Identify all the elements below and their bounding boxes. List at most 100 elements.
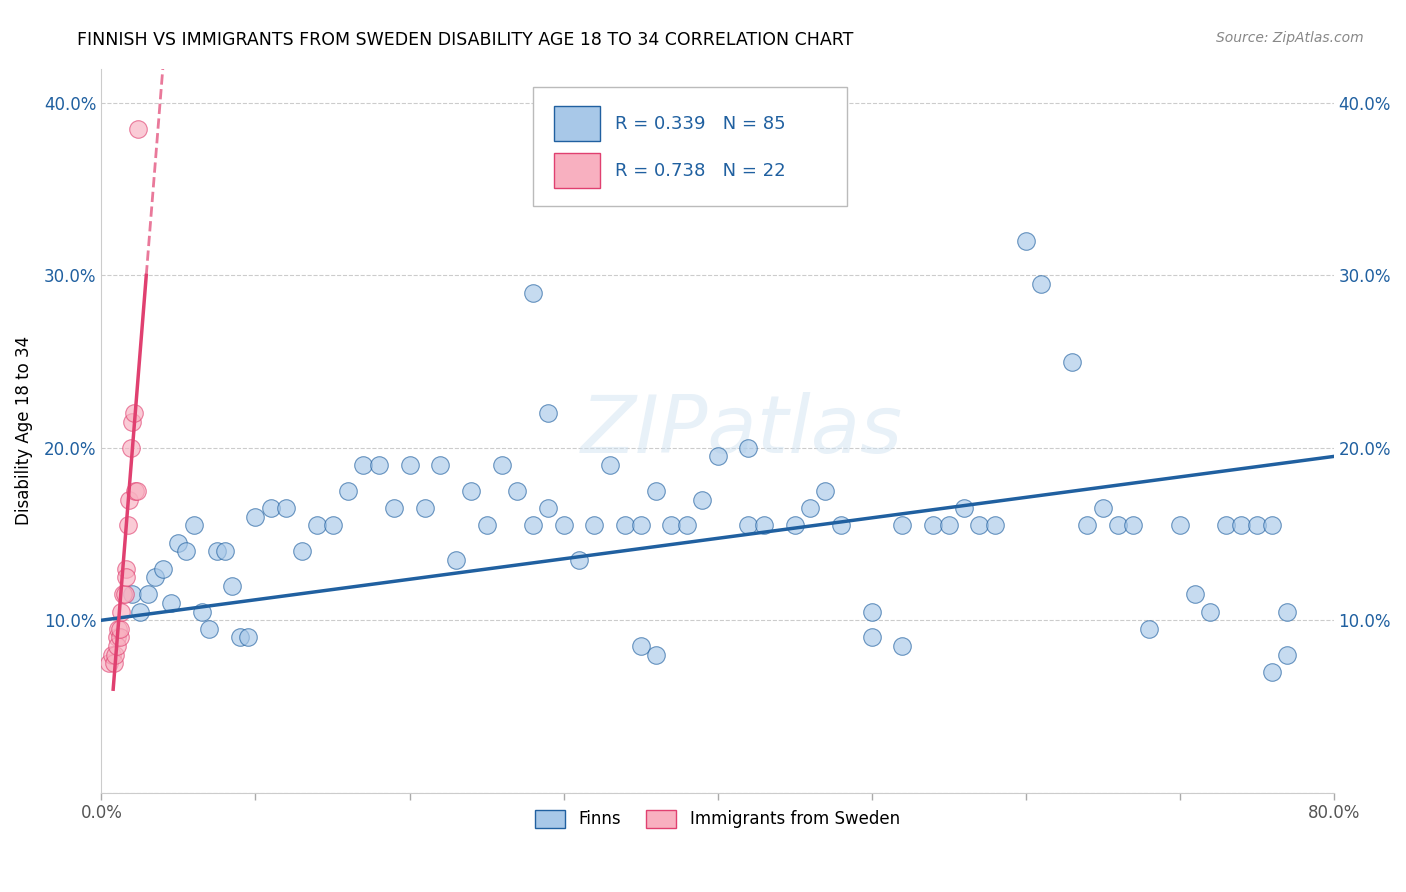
Point — [491, 458, 513, 472]
Point — [336, 483, 359, 498]
Point — [1122, 518, 1144, 533]
Point — [1060, 354, 1083, 368]
Point — [1277, 605, 1299, 619]
Point — [183, 518, 205, 533]
Point — [830, 518, 852, 533]
Point — [120, 441, 142, 455]
Point — [1091, 501, 1114, 516]
Point — [568, 553, 591, 567]
Point — [236, 631, 259, 645]
Point — [205, 544, 228, 558]
Text: R = 0.738   N = 22: R = 0.738 N = 22 — [616, 161, 786, 179]
Point — [1014, 234, 1036, 248]
Point — [291, 544, 314, 558]
Point — [891, 639, 914, 653]
Point — [167, 535, 190, 549]
Point — [104, 648, 127, 662]
Point — [630, 518, 652, 533]
Point — [922, 518, 945, 533]
Point — [860, 631, 883, 645]
Point — [737, 441, 759, 455]
Point — [125, 483, 148, 498]
Point — [114, 587, 136, 601]
Point — [159, 596, 181, 610]
Point — [475, 518, 498, 533]
Point — [110, 605, 132, 619]
Point — [460, 483, 482, 498]
Point — [121, 587, 143, 601]
Point — [382, 501, 405, 516]
Point — [117, 518, 139, 533]
FancyBboxPatch shape — [533, 87, 846, 206]
Point — [129, 605, 152, 619]
Point — [1246, 518, 1268, 533]
Point — [1261, 665, 1284, 679]
Point — [429, 458, 451, 472]
Point — [1029, 277, 1052, 291]
Point — [599, 458, 621, 472]
Point — [276, 501, 298, 516]
Point — [367, 458, 389, 472]
Point — [630, 639, 652, 653]
Point — [737, 518, 759, 533]
Point — [938, 518, 960, 533]
Point — [221, 579, 243, 593]
Point — [105, 639, 128, 653]
Point — [174, 544, 197, 558]
Point — [124, 483, 146, 498]
Point — [675, 518, 697, 533]
Point — [1215, 518, 1237, 533]
Point — [645, 648, 668, 662]
Point — [115, 561, 138, 575]
Point — [190, 605, 212, 619]
Point — [121, 415, 143, 429]
Point — [706, 450, 728, 464]
Point — [537, 406, 560, 420]
Point — [108, 622, 131, 636]
Point — [1261, 518, 1284, 533]
Point — [398, 458, 420, 472]
Point — [814, 483, 837, 498]
Point — [260, 501, 283, 516]
Point — [98, 657, 121, 671]
Point — [1076, 518, 1098, 533]
Point — [752, 518, 775, 533]
Point — [1184, 587, 1206, 601]
Point — [214, 544, 236, 558]
Point — [122, 406, 145, 420]
Point — [145, 570, 167, 584]
Point — [522, 518, 544, 533]
Point — [245, 509, 267, 524]
Point — [522, 285, 544, 300]
Point — [307, 518, 329, 533]
Point — [690, 492, 713, 507]
Point — [506, 483, 529, 498]
Text: Source: ZipAtlas.com: Source: ZipAtlas.com — [1216, 31, 1364, 45]
Text: R = 0.339   N = 85: R = 0.339 N = 85 — [616, 114, 786, 133]
Point — [645, 483, 668, 498]
Point — [198, 622, 221, 636]
Point — [103, 657, 125, 671]
Point — [537, 501, 560, 516]
Point — [1137, 622, 1160, 636]
Text: FINNISH VS IMMIGRANTS FROM SWEDEN DISABILITY AGE 18 TO 34 CORRELATION CHART: FINNISH VS IMMIGRANTS FROM SWEDEN DISABI… — [77, 31, 853, 49]
Point — [984, 518, 1007, 533]
Point — [152, 561, 174, 575]
Point — [105, 631, 128, 645]
Point — [1168, 518, 1191, 533]
Point — [1277, 648, 1299, 662]
Point — [127, 121, 149, 136]
Point — [229, 631, 252, 645]
Point — [1107, 518, 1129, 533]
Point — [108, 631, 131, 645]
Point — [953, 501, 976, 516]
Point — [583, 518, 606, 533]
Point — [1230, 518, 1253, 533]
Point — [969, 518, 991, 533]
Point — [860, 605, 883, 619]
Point — [107, 622, 129, 636]
Point — [101, 648, 124, 662]
Point — [799, 501, 821, 516]
Point — [444, 553, 467, 567]
Y-axis label: Disability Age 18 to 34: Disability Age 18 to 34 — [15, 336, 32, 525]
